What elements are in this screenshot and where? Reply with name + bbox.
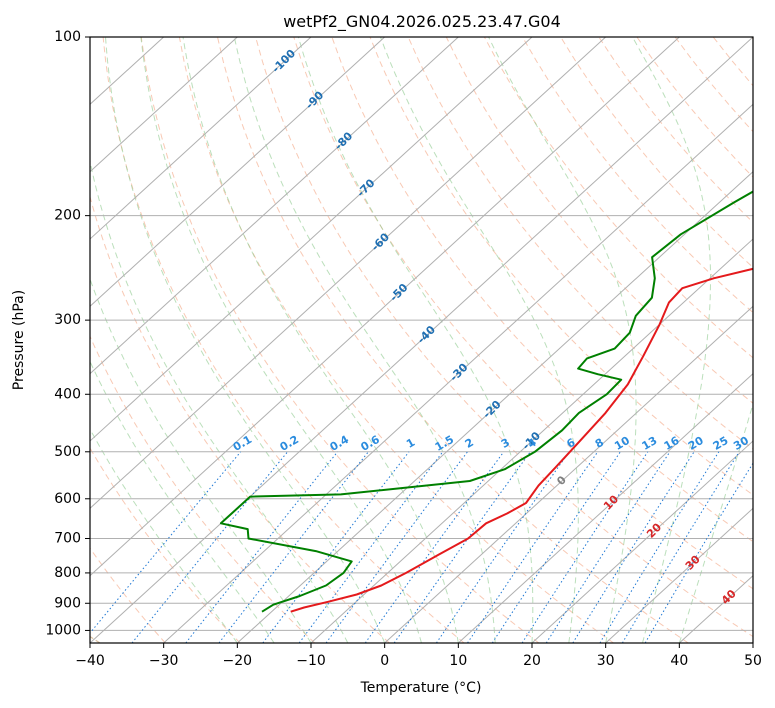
y-tick-label: 900 — [54, 595, 81, 611]
moist-adiabat — [380, 37, 579, 643]
dry-adiabat — [750, 37, 753, 40]
y-tick-label: 800 — [54, 565, 81, 581]
x-tick-label: 10 — [449, 653, 467, 669]
axis-ticks: −40 −30 −20 −10 0 10 20 30 40 50 100 200 300 400 500 60… — [45, 29, 762, 669]
x-tick-label: 20 — [523, 653, 541, 669]
dry-adiabat — [90, 195, 390, 643]
isotherm — [163, 103, 753, 643]
mixing-ratio-line — [491, 451, 621, 643]
x-tick-label: −10 — [296, 653, 326, 669]
mixing-ratio-line — [298, 451, 444, 643]
y-tick-label: 200 — [54, 208, 81, 224]
isotherm — [90, 37, 386, 308]
mixing-ratio-line — [325, 451, 468, 643]
sounding-profiles — [219, 190, 753, 613]
isotherm — [90, 37, 238, 173]
isotherm — [90, 37, 680, 577]
dry-adiabat — [369, 37, 753, 496]
mixing-ratio-line — [131, 451, 288, 643]
mixing-ratio-label: 36 — [752, 434, 772, 453]
y-tick-label: 700 — [54, 531, 81, 547]
moist-adiabat — [233, 37, 496, 643]
moist-adiabat — [488, 37, 637, 643]
dry-adiabat — [445, 37, 753, 404]
x-tick-label: 50 — [744, 653, 762, 669]
moist-adiabat — [632, 37, 711, 643]
x-tick-label: 40 — [670, 653, 688, 669]
x-axis-label: Temperature (°C) — [360, 680, 482, 696]
moist-adiabat — [90, 428, 238, 643]
moist-adiabat — [678, 402, 753, 643]
plot-border — [89, 36, 754, 644]
x-tick-label: −20 — [223, 653, 253, 669]
dry-adiabat — [90, 547, 166, 643]
isotherm — [90, 37, 312, 240]
dry-adiabat — [407, 37, 753, 450]
dewpoint-profile-line — [219, 190, 753, 613]
mixing-ratio-line — [521, 451, 649, 643]
moist-adiabat — [90, 360, 275, 643]
y-tick-label: 400 — [54, 386, 81, 402]
mixing-ratio-line — [435, 451, 570, 643]
isotherm — [310, 238, 753, 643]
moist-adiabat — [297, 37, 534, 643]
mixing-ratio-line — [393, 451, 531, 643]
y-tick-label: 100 — [54, 29, 81, 45]
x-tick-label: −40 — [75, 653, 105, 669]
x-tick-label: −30 — [149, 653, 179, 669]
dry-adiabat — [331, 37, 753, 543]
plot-frame — [89, 36, 754, 644]
isotherm — [236, 170, 753, 643]
isotherm — [90, 37, 459, 375]
isotherm — [457, 372, 753, 643]
moist-adiabat — [182, 37, 459, 643]
isotherm — [90, 37, 607, 510]
dry-adiabat — [178, 37, 614, 643]
moist-adiabat — [140, 37, 422, 643]
y-tick-label: 300 — [54, 312, 81, 328]
mixing-ratio-line — [644, 462, 753, 643]
mixing-ratio-line — [467, 451, 599, 643]
mixing-ratio-line — [621, 451, 740, 643]
dry-adiabat — [483, 37, 753, 359]
isotherm — [752, 642, 753, 643]
temperature-profile-line — [290, 267, 753, 613]
y-tick-label: 600 — [54, 491, 81, 507]
mixing-ratio-line — [262, 451, 410, 643]
isotherm — [90, 37, 753, 643]
mixing-ratio-line — [545, 451, 671, 643]
dry-adiabat — [217, 37, 689, 643]
isotherm — [531, 440, 753, 643]
moist-adiabat — [90, 158, 349, 643]
mixing-ratio-line — [90, 451, 242, 634]
x-tick-label: 0 — [380, 653, 389, 669]
dry-adiabat — [90, 447, 241, 643]
isotherm — [384, 305, 753, 643]
dry-adiabat — [140, 37, 540, 643]
chart-title: wetPf2_GN04.2026.025.23.47.G04 — [283, 12, 561, 32]
y-axis-label: Pressure (hPa) — [11, 290, 27, 390]
y-tick-label: 1000 — [45, 622, 81, 638]
isotherm — [605, 507, 753, 643]
y-tick-label: 500 — [54, 444, 81, 460]
mixing-ratio-line — [572, 451, 695, 643]
dry-adiabat — [102, 37, 465, 643]
isotherm — [90, 37, 533, 442]
x-tick-label: 30 — [597, 653, 615, 669]
dry-adiabat — [522, 37, 753, 314]
moist-adiabat — [105, 37, 386, 643]
